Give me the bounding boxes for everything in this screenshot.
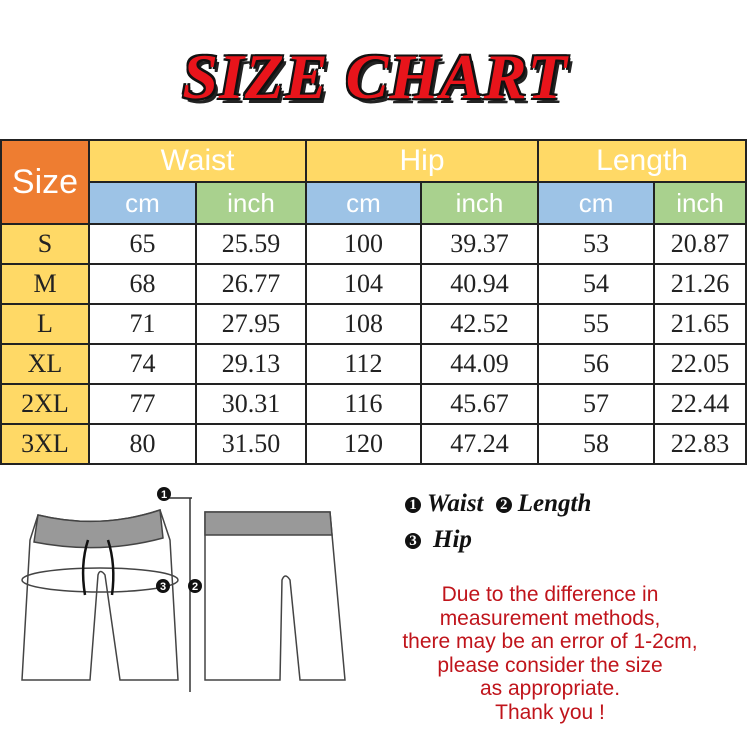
measurement-cell: 31.50 xyxy=(194,423,308,465)
measurement-cell: 54 xyxy=(537,263,656,305)
measurement-cell: 112 xyxy=(305,343,423,385)
waist-header: Waist xyxy=(87,139,308,183)
size-label: L xyxy=(0,303,90,345)
size-label: 3XL xyxy=(0,423,90,465)
measurement-cell: 47.24 xyxy=(420,423,540,465)
measurement-cell: 77 xyxy=(88,383,197,425)
measurement-cell: 100 xyxy=(305,223,423,265)
table-row: S 65 25.59 100 39.37 53 20.87 xyxy=(0,223,748,265)
note-line: as appropriate. xyxy=(479,677,621,700)
size-label: M xyxy=(0,263,90,305)
measurement-cell: 80 xyxy=(88,423,197,465)
table-row: 2XL 77 30.31 116 45.67 57 22.44 xyxy=(0,383,748,425)
measurement-cell: 53 xyxy=(537,223,656,265)
marker-1: 1 xyxy=(161,489,167,501)
measurement-cell: 26.77 xyxy=(194,263,308,305)
shorts-diagram: 1 2 3 xyxy=(21,487,346,692)
measurement-cell: 25.59 xyxy=(194,223,308,265)
size-header: Size xyxy=(0,139,90,225)
note-line: please consider the size xyxy=(437,653,663,677)
measurement-cell: 44.09 xyxy=(420,343,540,385)
page-title: SIZE CHART xyxy=(182,41,568,112)
unit-header: inch xyxy=(420,181,540,225)
measurement-cell: 21.65 xyxy=(653,303,748,345)
table-row: L 71 27.95 108 42.52 55 21.65 xyxy=(0,303,748,345)
legend-label: Hip xyxy=(433,526,472,553)
measurement-legend: 1 Waist 2 Length 3 Hip xyxy=(405,490,591,562)
measurement-cell: 116 xyxy=(305,383,423,425)
size-label: 2XL xyxy=(0,383,90,425)
measurement-cell: 55 xyxy=(537,303,656,345)
table-row: 3XL 80 31.50 120 47.24 58 22.83 xyxy=(0,423,748,465)
measurement-cell: 108 xyxy=(305,303,423,345)
legend-label: Waist xyxy=(427,490,484,517)
measurement-cell: 45.67 xyxy=(420,383,540,425)
measurement-cell: 27.95 xyxy=(194,303,308,345)
note-line: measurement methods, xyxy=(439,606,661,630)
legend-number: 2 xyxy=(495,497,512,514)
measurement-cell: 68 xyxy=(88,263,197,305)
unit-header: inch xyxy=(653,181,748,225)
measurement-cell: 22.44 xyxy=(653,383,748,425)
measurement-cell: 22.05 xyxy=(653,343,748,385)
measurement-cell: 71 xyxy=(88,303,197,345)
unit-header: inch xyxy=(194,181,308,225)
measurement-cell: 120 xyxy=(305,423,423,465)
hip-header: Hip xyxy=(305,139,540,183)
measurement-cell: 21.26 xyxy=(653,263,748,305)
unit-header: cm xyxy=(305,181,423,225)
legend-label: Length xyxy=(517,490,592,517)
measurement-cell: 42.52 xyxy=(420,303,540,345)
measurement-cell: 29.13 xyxy=(194,343,308,385)
unit-header: cm xyxy=(537,181,656,225)
table-row: M 68 26.77 104 40.94 54 21.26 xyxy=(0,263,748,305)
measurement-cell: 74 xyxy=(88,343,197,385)
note-line: there may be an error of 1-2cm, xyxy=(402,630,698,653)
measurement-cell: 22.83 xyxy=(653,423,748,465)
measurement-note: Due to the difference in measurement met… xyxy=(360,583,740,724)
table-row: XL 74 29.13 112 44.09 56 22.05 xyxy=(0,343,748,385)
marker-3: 3 xyxy=(160,581,166,593)
note-line: Due to the difference in xyxy=(441,583,659,606)
measurement-cell: 30.31 xyxy=(194,383,308,425)
length-header: Length xyxy=(537,139,748,183)
measurement-cell: 39.37 xyxy=(420,223,540,265)
size-label: XL xyxy=(0,343,90,385)
legend-number: 3 xyxy=(405,533,421,550)
measurement-cell: 56 xyxy=(537,343,656,385)
measurement-cell: 40.94 xyxy=(420,263,540,305)
size-table: Size Waist Hip Length cm inch cm inch cm… xyxy=(0,139,748,465)
legend-number: 1 xyxy=(405,497,421,514)
measurement-cell: 104 xyxy=(305,263,423,305)
measurement-cell: 20.87 xyxy=(653,223,748,265)
measurement-cell: 58 xyxy=(537,423,656,465)
marker-2: 2 xyxy=(192,581,198,593)
note-line: Thank you ! xyxy=(495,700,605,724)
measurement-cell: 57 xyxy=(537,383,656,425)
unit-header: cm xyxy=(88,181,197,225)
size-label: S xyxy=(0,223,90,265)
measurement-cell: 65 xyxy=(88,223,197,265)
